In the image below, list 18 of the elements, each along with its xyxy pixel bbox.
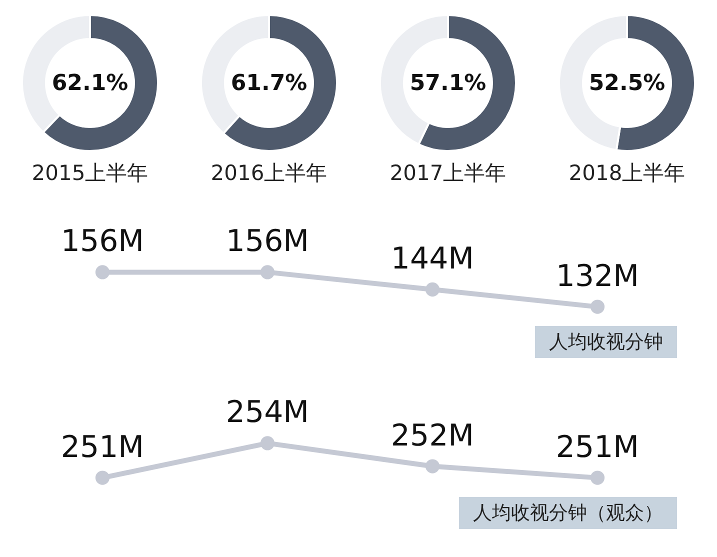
data-label: 156M <box>226 224 310 260</box>
data-label: 252M <box>390 418 474 454</box>
text: 2016上半年 <box>210 161 328 185</box>
data-label: 52.5% <box>589 71 666 96</box>
data-label: 251M <box>60 430 144 465</box>
data-label: 254M <box>226 395 310 430</box>
text: 人均收视分钟 <box>535 326 677 358</box>
data-label: 132M <box>556 258 640 294</box>
data-label: 57.1% <box>410 71 486 96</box>
data-label: 62.1% <box>51 71 128 96</box>
text: 2017上半年 <box>390 161 506 185</box>
text: 2018上半年 <box>569 161 686 185</box>
data-label: 251M <box>556 430 640 465</box>
text: 人均收视分钟（观众） <box>459 497 677 529</box>
data-label: 156M <box>60 224 144 260</box>
data-label: 61.7% <box>230 71 308 96</box>
data-label: 144M <box>390 242 474 276</box>
text: 2015上半年 <box>31 161 148 185</box>
